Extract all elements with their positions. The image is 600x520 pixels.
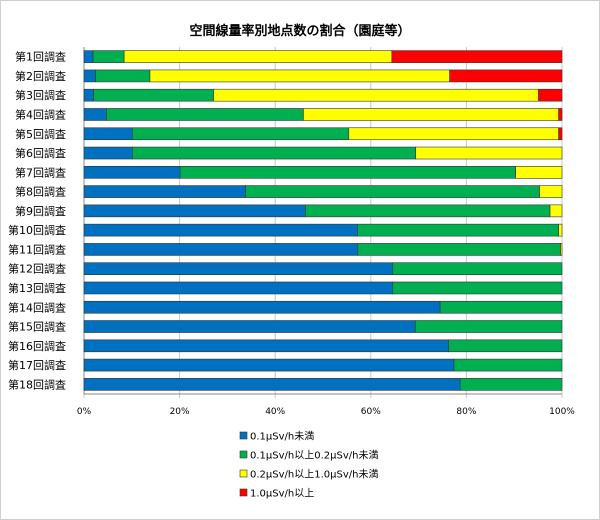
y-category-label: 第3回調査 bbox=[15, 88, 66, 102]
y-category-label: 第13回調査 bbox=[8, 281, 66, 295]
legend-swatch bbox=[239, 469, 248, 478]
legend-label: 0.1μSv/h未満 bbox=[250, 431, 314, 443]
bar-segment bbox=[558, 108, 563, 121]
y-category-label: 第12回調査 bbox=[8, 262, 66, 276]
x-tick-label: 80% bbox=[456, 407, 476, 417]
bar-segment bbox=[448, 339, 563, 353]
bar-segment bbox=[348, 127, 559, 141]
y-category-label: 第16回調査 bbox=[8, 339, 66, 353]
bar-segment bbox=[83, 300, 441, 314]
legend-label: 1.0μSv/h以上 bbox=[250, 488, 314, 500]
bar-segment bbox=[515, 166, 563, 179]
bar-segment bbox=[392, 262, 563, 275]
bar-segment bbox=[131, 146, 417, 160]
bar-segment bbox=[83, 243, 359, 256]
bar-segment bbox=[357, 223, 559, 237]
bar-segment bbox=[558, 223, 563, 237]
bar-segment bbox=[539, 185, 563, 198]
bar-segment bbox=[83, 127, 133, 141]
x-tick-label: 60% bbox=[361, 407, 381, 417]
y-category-label: 第18回調査 bbox=[8, 377, 66, 391]
legend-swatch bbox=[239, 450, 248, 459]
bar-segment bbox=[83, 69, 96, 83]
bar-segment bbox=[106, 108, 304, 121]
legend-swatch bbox=[239, 431, 248, 440]
bar-segment bbox=[245, 185, 540, 198]
bar-segment bbox=[95, 69, 151, 83]
bar-segment bbox=[453, 358, 563, 372]
bar-segment bbox=[93, 88, 214, 102]
x-tick-label: 20% bbox=[170, 407, 190, 417]
bar-segment bbox=[305, 204, 551, 218]
y-category-label: 第6回調査 bbox=[15, 146, 66, 160]
bar-segment bbox=[179, 166, 516, 179]
bar-segment bbox=[560, 243, 563, 256]
bar-segment bbox=[149, 69, 450, 83]
bar-segment bbox=[123, 50, 393, 63]
bar-segment bbox=[131, 127, 350, 141]
bar-segment bbox=[303, 108, 559, 121]
y-category-label: 第1回調査 bbox=[15, 50, 66, 64]
bar-segment bbox=[83, 204, 306, 218]
bar-segment bbox=[414, 320, 563, 333]
bar-segment bbox=[83, 262, 394, 275]
legend-label: 0.2μSv/h以上1.0μSv/h未満 bbox=[250, 469, 378, 481]
x-tick-label: 40% bbox=[265, 407, 285, 417]
bar-segment bbox=[92, 50, 125, 63]
bar-segment bbox=[83, 185, 246, 198]
y-category-label: 第5回調査 bbox=[15, 127, 66, 141]
legend-swatch bbox=[239, 488, 248, 497]
y-category-label: 第14回調査 bbox=[8, 300, 66, 314]
bar-segment bbox=[392, 281, 563, 295]
bar-segment bbox=[83, 146, 133, 160]
bar-segment bbox=[83, 320, 416, 333]
y-category-label: 第8回調査 bbox=[15, 185, 66, 199]
bar-segment bbox=[83, 50, 94, 63]
y-category-label: 第17回調査 bbox=[8, 358, 66, 372]
bar-segment bbox=[83, 108, 107, 121]
x-tick-label: 0% bbox=[77, 407, 92, 417]
bar-segment bbox=[549, 204, 563, 218]
bar-segment bbox=[449, 69, 563, 83]
bar-segment bbox=[459, 378, 563, 391]
y-category-label: 第15回調査 bbox=[8, 320, 66, 334]
bar-segment bbox=[83, 88, 94, 102]
bar-segment bbox=[357, 243, 561, 256]
bar-segment bbox=[538, 88, 563, 102]
y-category-label: 第9回調査 bbox=[15, 204, 66, 218]
bar-segment bbox=[83, 281, 394, 295]
bar-segment bbox=[83, 378, 461, 391]
chart-title: 空間線量率別地点数の割合（園庭等） bbox=[189, 23, 410, 39]
bar-segment bbox=[83, 223, 358, 237]
bar-segment bbox=[558, 127, 563, 141]
y-category-label: 第11回調査 bbox=[8, 242, 66, 256]
bar-segment bbox=[83, 166, 181, 179]
y-category-label: 第2回調査 bbox=[15, 69, 66, 83]
bar-segment bbox=[83, 358, 455, 372]
bar-segment bbox=[439, 300, 563, 314]
y-category-label: 第4回調査 bbox=[15, 107, 66, 121]
bar-segment bbox=[391, 50, 563, 63]
bar-segment bbox=[415, 146, 563, 160]
y-category-label: 第10回調査 bbox=[8, 223, 66, 237]
bar-segment bbox=[83, 339, 450, 353]
legend-label: 0.1μSv/h以上0.2μSv/h未満 bbox=[250, 450, 378, 462]
bar-segment bbox=[213, 88, 539, 102]
y-category-label: 第7回調査 bbox=[15, 165, 66, 179]
x-tick-label: 100% bbox=[549, 407, 575, 417]
